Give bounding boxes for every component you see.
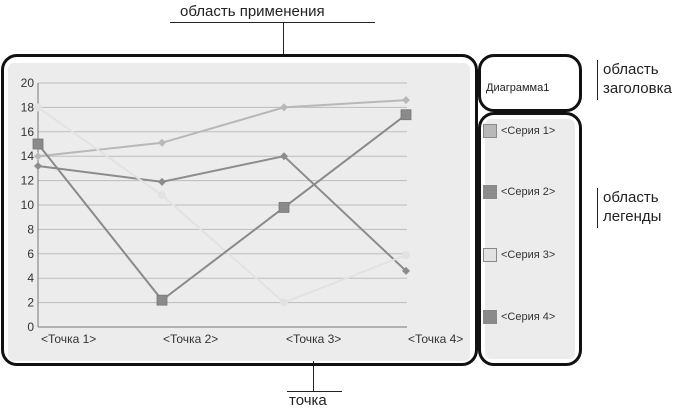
data-point-marker <box>400 109 412 121</box>
plot-area-frame <box>1 54 478 366</box>
point-callout-underline <box>287 391 342 392</box>
y-tick-label: 8 <box>27 222 34 236</box>
legend-item: <Серия 2> <box>483 185 555 199</box>
data-point-marker <box>32 138 44 150</box>
data-point-marker <box>402 266 410 275</box>
title-area-callout: область заголовка <box>603 61 672 97</box>
x-category-label: <Точка 3> <box>286 332 341 346</box>
y-tick-label: 14 <box>21 149 35 163</box>
data-point-marker <box>158 138 166 147</box>
legend-swatch <box>483 124 497 138</box>
y-tick-label: 10 <box>21 198 35 212</box>
legend-item: <Серия 4> <box>483 310 555 324</box>
x-category-label: <Точка 2> <box>163 332 218 346</box>
legend-area-background <box>485 119 575 359</box>
legend-item: <Серия 3> <box>483 248 555 262</box>
data-point-marker <box>34 152 42 161</box>
legend-label: <Серия 4> <box>501 311 556 323</box>
y-tick-label: 18 <box>21 100 35 114</box>
data-point-marker <box>34 161 42 170</box>
legend-swatch <box>483 310 497 324</box>
y-tick-label: 20 <box>21 76 35 90</box>
legend-label: <Серия 1> <box>501 125 556 137</box>
plot-area-callout-underline <box>170 22 375 23</box>
data-point-marker <box>278 202 290 213</box>
legend-swatch <box>483 248 497 262</box>
legend-area-frame <box>478 112 582 366</box>
series-line <box>37 99 407 158</box>
legend-label: <Серия 2> <box>501 186 556 198</box>
y-tick-label: 16 <box>21 125 35 139</box>
data-point-marker <box>402 96 410 105</box>
legend-swatch <box>483 185 497 199</box>
legend-item: <Серия 1> <box>483 124 555 138</box>
data-point-marker <box>280 298 288 307</box>
legend-label: <Серия 3> <box>501 249 556 261</box>
y-tick-label: 12 <box>21 174 35 188</box>
data-point-marker <box>280 152 288 161</box>
data-point-marker <box>34 103 42 112</box>
title-area-frame <box>478 54 582 112</box>
data-point-marker <box>402 251 410 260</box>
chart-title: Диаграмма1 <box>486 82 550 94</box>
y-tick-label: 6 <box>27 247 34 261</box>
point-callout: точка <box>289 392 327 409</box>
plot-area-background <box>8 63 470 361</box>
data-point-marker <box>156 294 168 306</box>
y-tick-label: 2 <box>27 296 34 310</box>
title-area-callout-leader <box>597 60 598 100</box>
y-tick-label: 0 <box>27 320 34 334</box>
series-line <box>37 113 407 302</box>
y-tick-label: 4 <box>27 271 34 285</box>
legend-area-callout: область легенды <box>603 189 662 225</box>
data-point-marker <box>158 191 166 200</box>
data-point-marker <box>280 103 288 112</box>
plot-area-callout: область применения <box>180 3 325 20</box>
x-category-label: <Точка 1> <box>41 332 96 346</box>
series-line <box>37 106 407 304</box>
plot-area-callout-leader <box>283 22 284 54</box>
x-category-label: <Точка 4> <box>408 332 463 346</box>
legend-area-callout-leader <box>597 188 598 228</box>
series-line <box>37 155 407 272</box>
data-point-marker <box>158 177 166 186</box>
